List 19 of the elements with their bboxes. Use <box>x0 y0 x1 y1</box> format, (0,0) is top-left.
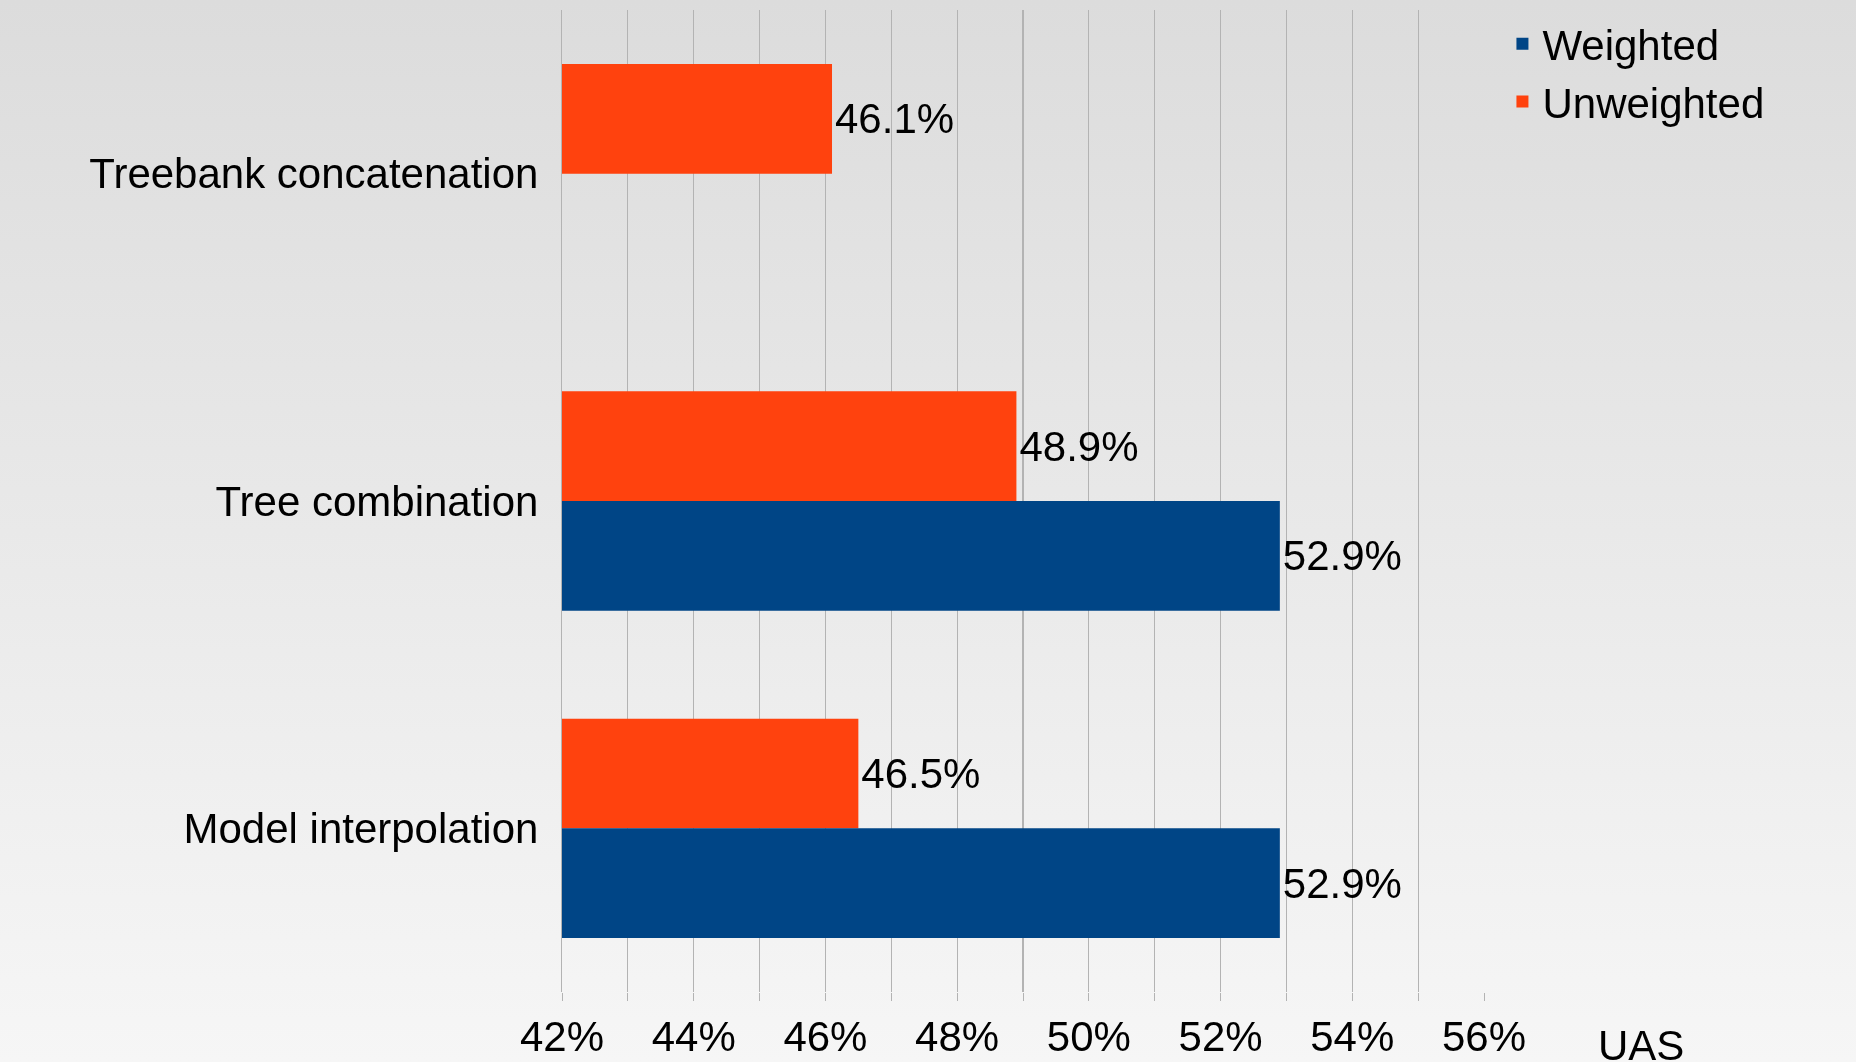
x-tick-label: 56% <box>1441 1013 1527 1061</box>
x-tick-label: 50% <box>1046 1013 1131 1061</box>
x-axis-title: UAS <box>1598 1022 1685 1062</box>
data-label: 46.1% <box>835 95 955 143</box>
y-tick-label: Treebank concatenation <box>89 150 539 198</box>
x-tick-label: 54% <box>1310 1013 1395 1061</box>
y-tick-label: Tree combination <box>215 477 539 525</box>
x-tick-label: 52% <box>1178 1013 1263 1061</box>
legend-label: Unweighted <box>1542 79 1765 127</box>
data-label: 52.9% <box>1282 859 1402 907</box>
y-tick-label: Model interpolation <box>183 805 539 853</box>
data-label: 52.9% <box>1282 532 1402 580</box>
data-label: 48.9% <box>1019 422 1139 470</box>
x-tick-label: 46% <box>783 1013 868 1061</box>
x-tick-label: 42% <box>519 1013 605 1061</box>
x-tick-label: 48% <box>915 1013 1000 1061</box>
data-label: 46.5% <box>861 750 981 798</box>
x-tick-label: 44% <box>651 1013 736 1061</box>
legend-label: Weighted <box>1542 22 1720 70</box>
